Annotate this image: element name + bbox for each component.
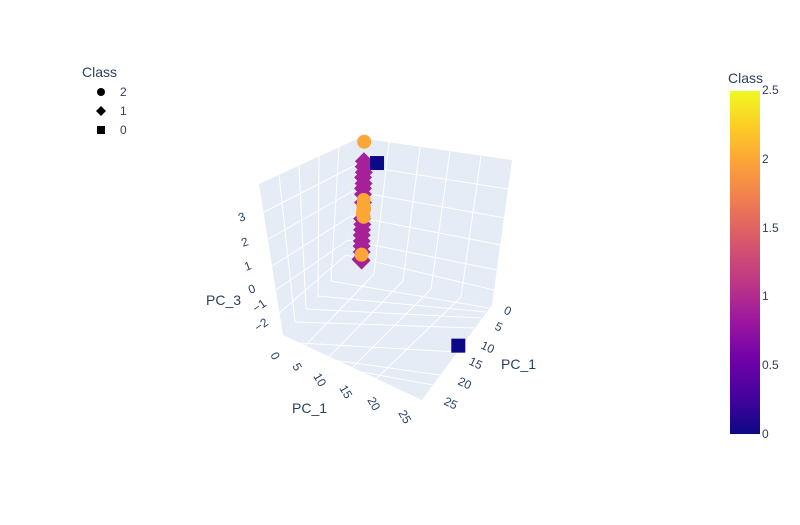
- x-tick: 10: [310, 371, 329, 390]
- legend-item-0[interactable]: 0: [97, 123, 127, 137]
- x-tick: 25: [395, 408, 414, 427]
- z-axis-title: PC_3: [206, 292, 241, 308]
- x-tick: 0: [267, 350, 283, 363]
- x-axis-title: PC_1: [292, 400, 327, 416]
- data-point-class-2[interactable]: [357, 134, 372, 149]
- legend: Class 2 1 0: [82, 64, 127, 137]
- legend-circle-icon: [97, 88, 105, 96]
- data-point-class-0[interactable]: [370, 156, 385, 171]
- legend-item-2[interactable]: 2: [97, 85, 127, 99]
- colorbar-tick: 1: [762, 289, 769, 303]
- z-tick: 1: [242, 258, 253, 274]
- legend-diamond-icon: [96, 106, 106, 116]
- colorbar-gradient: [730, 91, 760, 434]
- y-tick: 20: [456, 374, 474, 392]
- z-tick: −2: [252, 315, 272, 335]
- legend-item-label: 0: [120, 123, 127, 137]
- z-tick: 0: [246, 281, 257, 297]
- y-tick: 15: [467, 354, 485, 372]
- data-markers[interactable]: [351, 134, 466, 353]
- z-tick: 3: [236, 209, 247, 225]
- y-tick: 10: [479, 338, 497, 356]
- x-tick: 15: [336, 383, 355, 402]
- colorbar-title: Class: [728, 70, 763, 86]
- z-axis-ticks: 3 2 1 0 −1 −2: [236, 209, 271, 334]
- colorbar-tick: 2.5: [762, 83, 779, 97]
- back-right-plane: [345, 138, 512, 305]
- legend-item-1[interactable]: 1: [96, 104, 127, 118]
- z-tick: −1: [250, 296, 270, 316]
- y-tick: 0: [502, 303, 514, 319]
- legend-title: Class: [82, 64, 117, 80]
- legend-item-label: 2: [120, 85, 127, 99]
- colorbar: Class 2.5 2 1.5 1 0.5 0: [728, 70, 779, 441]
- z-tick: 2: [239, 234, 250, 250]
- y-tick: 5: [493, 319, 505, 335]
- legend-item-label: 1: [120, 104, 127, 118]
- colorbar-tick: 0.5: [762, 358, 779, 372]
- y-axis-title: PC_1: [501, 356, 536, 372]
- y-tick: 25: [442, 394, 460, 412]
- data-point-class-2[interactable]: [354, 247, 369, 262]
- colorbar-tick: 0: [762, 427, 769, 441]
- colorbar-tick: 1.5: [762, 221, 779, 235]
- data-point-class-0[interactable]: [451, 338, 466, 353]
- colorbar-tick: 2: [762, 152, 769, 166]
- back-left-plane: [259, 138, 359, 335]
- legend-square-icon: [97, 126, 105, 134]
- x-tick: 20: [364, 395, 383, 414]
- x-tick: 5: [289, 361, 305, 374]
- data-point-class-2[interactable]: [355, 206, 370, 221]
